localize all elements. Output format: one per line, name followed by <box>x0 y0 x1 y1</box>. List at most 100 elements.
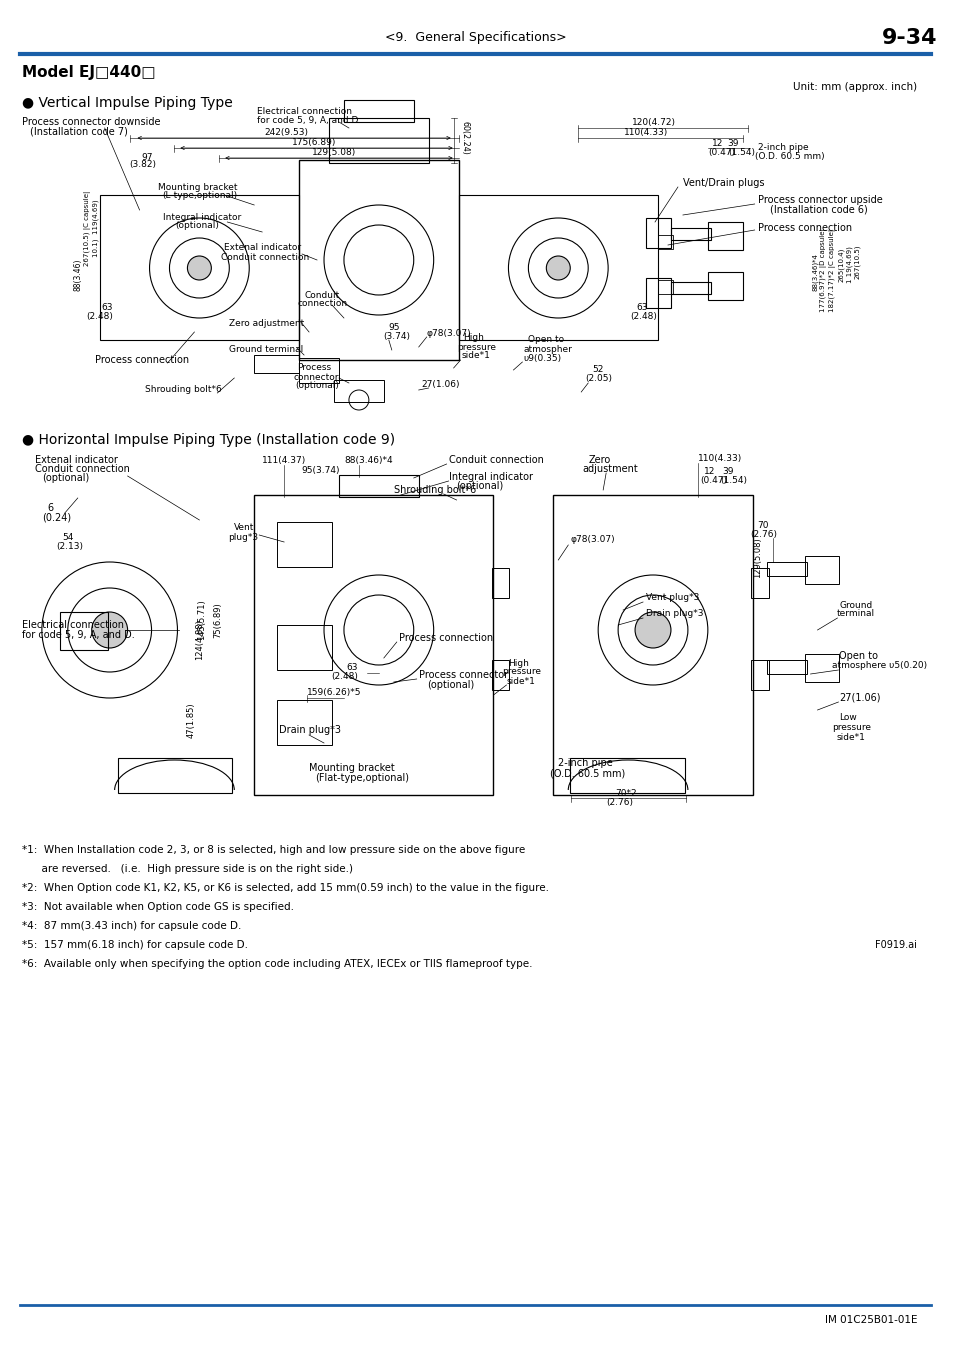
Text: Drain plug*3: Drain plug*3 <box>279 725 341 734</box>
Text: (O.D. 60.5 mm): (O.D. 60.5 mm) <box>550 768 625 778</box>
Text: (2.05): (2.05) <box>584 374 612 383</box>
Text: (optional): (optional) <box>294 382 338 390</box>
Text: 182(7.17)*2 |C capsule|: 182(7.17)*2 |C capsule| <box>828 228 835 312</box>
Text: 27(1.06): 27(1.06) <box>839 693 880 703</box>
Text: Process: Process <box>296 363 331 373</box>
Bar <box>344 100 414 122</box>
Text: 63: 63 <box>101 304 112 312</box>
Text: (optional): (optional) <box>42 472 89 483</box>
Text: 2-inch pipe: 2-inch pipe <box>757 143 807 153</box>
Bar <box>645 217 670 248</box>
Text: (1.54): (1.54) <box>727 148 754 158</box>
Text: (2.13): (2.13) <box>56 541 83 551</box>
Text: Vent: Vent <box>234 524 254 532</box>
Text: φ78(3.07): φ78(3.07) <box>426 328 471 338</box>
Text: *3:  Not available when Option code GS is specified.: *3: Not available when Option code GS is… <box>22 902 294 913</box>
Text: (2.48): (2.48) <box>331 671 358 680</box>
Text: 145(5.71): 145(5.71) <box>196 599 206 640</box>
Text: 267(10.5): 267(10.5) <box>853 244 860 279</box>
Bar <box>803 653 839 682</box>
Text: pressure: pressure <box>502 667 541 676</box>
Bar <box>277 625 332 670</box>
Text: 120(4.72): 120(4.72) <box>631 117 676 127</box>
Bar <box>491 660 509 690</box>
Text: (3.74): (3.74) <box>382 332 410 342</box>
Text: *6:  Available only when specifying the option code including ATEX, IECEx or TII: *6: Available only when specifying the o… <box>22 958 532 969</box>
Text: 97: 97 <box>142 154 153 162</box>
Text: υ9(0.35): υ9(0.35) <box>523 354 561 363</box>
Text: for code 5, 9, A, and D.: for code 5, 9, A, and D. <box>22 630 134 640</box>
Text: 265(10.4): 265(10.4) <box>838 248 843 282</box>
Bar <box>658 235 672 248</box>
Text: Ground: Ground <box>839 601 872 609</box>
Text: Mounting bracket: Mounting bracket <box>157 184 236 193</box>
Text: connection: connection <box>296 300 347 309</box>
Text: 39: 39 <box>727 139 739 147</box>
Text: 70: 70 <box>757 521 768 529</box>
Text: 2-inch pipe: 2-inch pipe <box>558 757 613 768</box>
Bar <box>707 271 742 300</box>
Bar <box>803 556 839 585</box>
Bar <box>100 194 299 340</box>
Text: φ78(3.07): φ78(3.07) <box>570 536 615 544</box>
Text: 129(5.08): 129(5.08) <box>312 147 355 157</box>
Text: IM 01C25B01-01E: IM 01C25B01-01E <box>823 1315 916 1324</box>
Text: High: High <box>508 659 529 667</box>
Bar <box>299 358 338 383</box>
Circle shape <box>91 612 128 648</box>
Text: (optional): (optional) <box>426 680 474 690</box>
Bar <box>766 660 805 674</box>
Text: *5:  157 mm(6.18 inch) for capsule code D.: *5: 157 mm(6.18 inch) for capsule code D… <box>22 940 248 950</box>
Text: 27(1.06): 27(1.06) <box>421 381 459 390</box>
Text: Drain plug*3: Drain plug*3 <box>645 609 702 618</box>
Text: Process connection: Process connection <box>94 355 189 364</box>
Text: (optional): (optional) <box>456 481 503 491</box>
Text: 88(3.46): 88(3.46) <box>73 259 82 292</box>
Text: (2.76): (2.76) <box>750 529 777 539</box>
Text: *2:  When Option code K1, K2, K5, or K6 is selected, add 15 mm(0.59 inch) to the: *2: When Option code K1, K2, K5, or K6 i… <box>22 883 548 892</box>
Text: 111(4.37): 111(4.37) <box>262 455 306 464</box>
Text: Process connection: Process connection <box>398 633 493 643</box>
Text: (Flat-type,optional): (Flat-type,optional) <box>314 774 409 783</box>
Text: Conduit connection: Conduit connection <box>448 455 543 464</box>
Circle shape <box>187 256 212 279</box>
Bar <box>670 228 710 240</box>
Text: ● Vertical Impulse Piping Type: ● Vertical Impulse Piping Type <box>22 96 233 109</box>
Bar <box>750 660 768 690</box>
Text: (0.47): (0.47) <box>707 148 734 158</box>
Text: 63: 63 <box>346 663 357 671</box>
Text: (Installation code 7): (Installation code 7) <box>30 126 128 136</box>
Text: adjustment: adjustment <box>581 464 638 474</box>
Text: 95(3.74): 95(3.74) <box>301 467 340 475</box>
Text: (0.47): (0.47) <box>700 475 726 485</box>
Bar <box>766 562 805 576</box>
Text: Ground terminal: Ground terminal <box>229 346 303 355</box>
Text: (3.82): (3.82) <box>129 161 156 170</box>
Text: Conduit connection: Conduit connection <box>221 252 310 262</box>
Text: Integral indicator: Integral indicator <box>448 472 532 482</box>
Circle shape <box>546 256 570 279</box>
Bar <box>60 612 108 649</box>
Bar <box>329 117 428 163</box>
Text: 242(9.53): 242(9.53) <box>264 127 308 136</box>
Bar <box>707 221 742 250</box>
Text: 54: 54 <box>62 532 73 541</box>
Text: side*1: side*1 <box>461 351 490 360</box>
Text: 129(5.08): 129(5.08) <box>753 537 761 578</box>
Text: 6: 6 <box>48 504 54 513</box>
Text: side*1: side*1 <box>506 676 535 686</box>
Bar <box>277 701 332 745</box>
Text: Vent plug*3: Vent plug*3 <box>645 594 699 602</box>
Text: 12: 12 <box>703 467 715 475</box>
Text: 10.1)  119(4.69): 10.1) 119(4.69) <box>92 200 99 256</box>
Text: atmospher: atmospher <box>523 344 572 354</box>
Text: 63: 63 <box>636 304 647 312</box>
Bar <box>750 568 768 598</box>
Text: Unit: mm (approx. inch): Unit: mm (approx. inch) <box>792 82 916 92</box>
Text: 12: 12 <box>711 139 722 147</box>
Text: are reversed.   (i.e.  High pressure side is on the right side.): are reversed. (i.e. High pressure side i… <box>22 864 353 873</box>
Text: *1:  When Installation code 2, 3, or 8 is selected, high and low pressure side o: *1: When Installation code 2, 3, or 8 is… <box>22 845 525 855</box>
Bar <box>253 495 493 795</box>
Circle shape <box>635 612 670 648</box>
Bar <box>658 279 672 294</box>
